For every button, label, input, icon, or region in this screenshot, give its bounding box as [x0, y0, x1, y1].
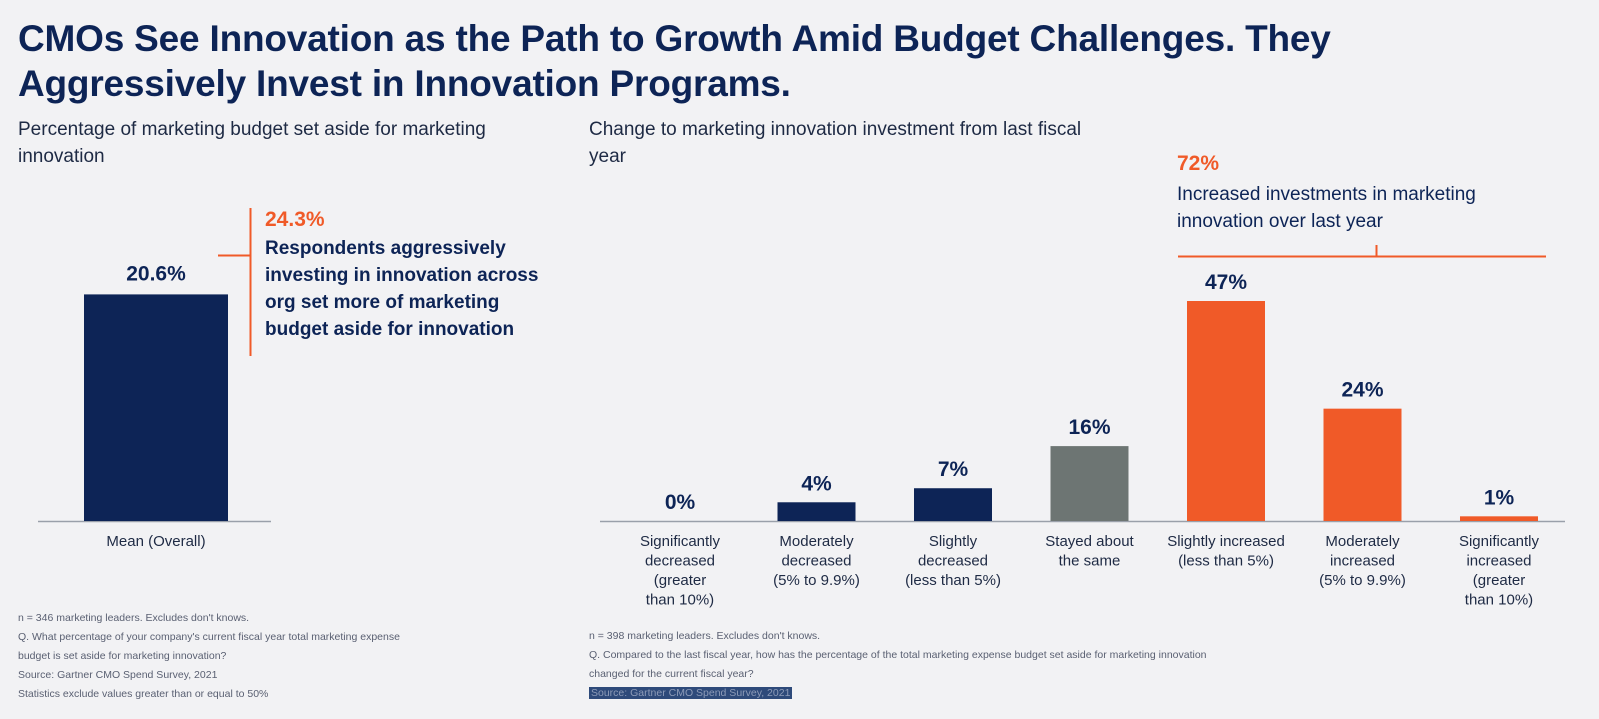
x-tick-label: decreased [781, 553, 851, 570]
bar-value-label: 7% [938, 458, 969, 481]
x-tick-label: Significantly [1459, 533, 1540, 550]
bar [1323, 408, 1402, 521]
x-tick-label: than 10%) [646, 592, 714, 609]
highlighted-source-note: Source: Gartner CMO Spend Survey, 2021 [589, 687, 793, 699]
x-tick-label: (5% to 9.9%) [773, 572, 860, 589]
bar [1187, 301, 1265, 521]
right-callout-text: Increased investments in marketing innov… [1177, 184, 1476, 232]
bar [777, 502, 856, 521]
left-chart-subtitle: Percentage of marketing budget set aside… [18, 119, 486, 167]
x-tick-label: the same [1059, 553, 1121, 570]
footnote-line: changed for the current fiscal year? [589, 668, 754, 680]
x-tick-label: Slightly increased [1167, 533, 1285, 550]
x-tick-label: (greater [1473, 572, 1526, 589]
left-bar-chart: 20.6% Mean (Overall) [38, 262, 271, 550]
bar-value-label: 1% [1484, 486, 1515, 509]
left-callout-text: Respondents aggressively investing in in… [265, 238, 539, 340]
footnote-line: Source: Gartner CMO Spend Survey, 2021 [18, 669, 218, 681]
bar [1460, 516, 1538, 521]
x-tick-label: Stayed about [1045, 533, 1134, 550]
footnote-line: Q. What percentage of your company's cur… [18, 631, 400, 643]
bar-value-label: 0% [665, 491, 696, 514]
x-tick-label: Mean (Overall) [106, 533, 205, 550]
right-chart-subtitle: Change to marketing innovation investmen… [589, 119, 1082, 167]
right-callout-percentage: 72% [1177, 152, 1220, 175]
callout-lines [218, 208, 1546, 356]
bar-value-label: 24% [1341, 379, 1383, 402]
right-footnotes: n = 398 marketing leaders. Excludes don'… [589, 627, 1429, 703]
bar-value-label: 47% [1205, 271, 1247, 294]
right-bar-chart: 0% Significantly decreased (greater than 10%… [600, 271, 1565, 609]
bar-mean-overall [84, 294, 228, 521]
bar [1050, 446, 1129, 521]
x-tick-label: decreased [918, 553, 988, 570]
footnote-line: n = 398 marketing leaders. Excludes don'… [589, 630, 821, 642]
x-tick-label: (greater [654, 572, 707, 589]
footnote-line: Q. Compared to the last fiscal year, how… [589, 649, 1207, 661]
x-tick-label: Moderately [779, 533, 854, 550]
x-tick-label: decreased [645, 553, 715, 570]
bar-value-label: 4% [801, 472, 832, 495]
x-tick-label: Significantly [640, 533, 721, 550]
left-callout-percentage: 24.3% [265, 208, 325, 231]
page-title: CMOs See Innovation as the Path to Growt… [18, 18, 1331, 104]
bar-value-label: 16% [1068, 416, 1110, 439]
x-tick-label: (5% to 9.9%) [1319, 572, 1406, 589]
footnote-line: budget is set aside for marketing innova… [18, 650, 227, 662]
x-tick-label: Slightly [929, 533, 978, 550]
left-footnotes: n = 346 marketing leaders. Excludes don'… [18, 609, 558, 704]
footnote-line: Statistics exclude values greater than o… [18, 688, 269, 700]
x-tick-label: increased [1466, 553, 1531, 570]
x-tick-label: Moderately [1325, 533, 1400, 550]
x-tick-label: than 10%) [1465, 592, 1533, 609]
x-tick-label: increased [1330, 553, 1395, 570]
x-tick-label: (less than 5%) [905, 572, 1001, 589]
x-tick-label: (less than 5%) [1178, 553, 1274, 570]
bar-value-label: 20.6% [126, 262, 186, 285]
footnote-line: n = 346 marketing leaders. Excludes don'… [18, 612, 250, 624]
bar [914, 488, 992, 521]
